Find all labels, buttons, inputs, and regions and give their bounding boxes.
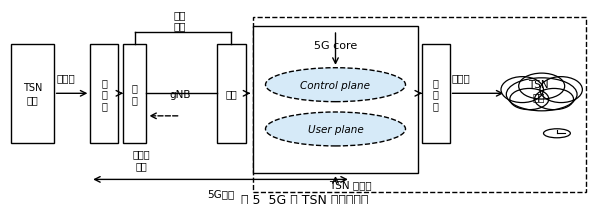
Ellipse shape (265, 112, 406, 146)
Text: 以太网: 以太网 (451, 73, 470, 82)
Text: gNB: gNB (169, 90, 191, 100)
Text: TSN
系统: TSN 系统 (528, 80, 549, 102)
Bar (253, 18, 586, 192)
Text: TSN 主时钟: TSN 主时钟 (329, 180, 372, 190)
Ellipse shape (265, 68, 406, 102)
Ellipse shape (540, 77, 583, 103)
Text: 适
配
器: 适 配 器 (433, 77, 439, 110)
Bar (11, 45, 54, 143)
Text: User plane: User plane (307, 124, 364, 134)
Text: TSN
设备: TSN 设备 (23, 83, 42, 105)
Bar (123, 45, 146, 143)
Ellipse shape (510, 89, 549, 110)
Bar (90, 45, 118, 143)
Text: 适
配
器: 适 配 器 (101, 77, 107, 110)
Ellipse shape (518, 74, 565, 100)
Text: 用
户: 用 户 (132, 83, 138, 105)
Bar (422, 45, 450, 143)
Bar (253, 27, 418, 173)
Text: Control plane: Control plane (301, 80, 370, 90)
Ellipse shape (506, 78, 577, 111)
Ellipse shape (534, 89, 573, 110)
Bar (217, 45, 246, 143)
Ellipse shape (501, 77, 544, 103)
Circle shape (544, 129, 570, 138)
Text: 以太网: 以太网 (57, 73, 75, 82)
Text: 精准的
时间: 精准的 时间 (133, 148, 150, 170)
Text: 回传: 回传 (225, 89, 237, 99)
Text: 空中
链接: 空中 链接 (174, 10, 186, 31)
Text: 图 5  5G 与 TSN 融合的方案: 图 5 5G 与 TSN 融合的方案 (242, 193, 368, 204)
Text: 5G core: 5G core (314, 41, 357, 51)
Text: 5G系统: 5G系统 (207, 188, 234, 198)
